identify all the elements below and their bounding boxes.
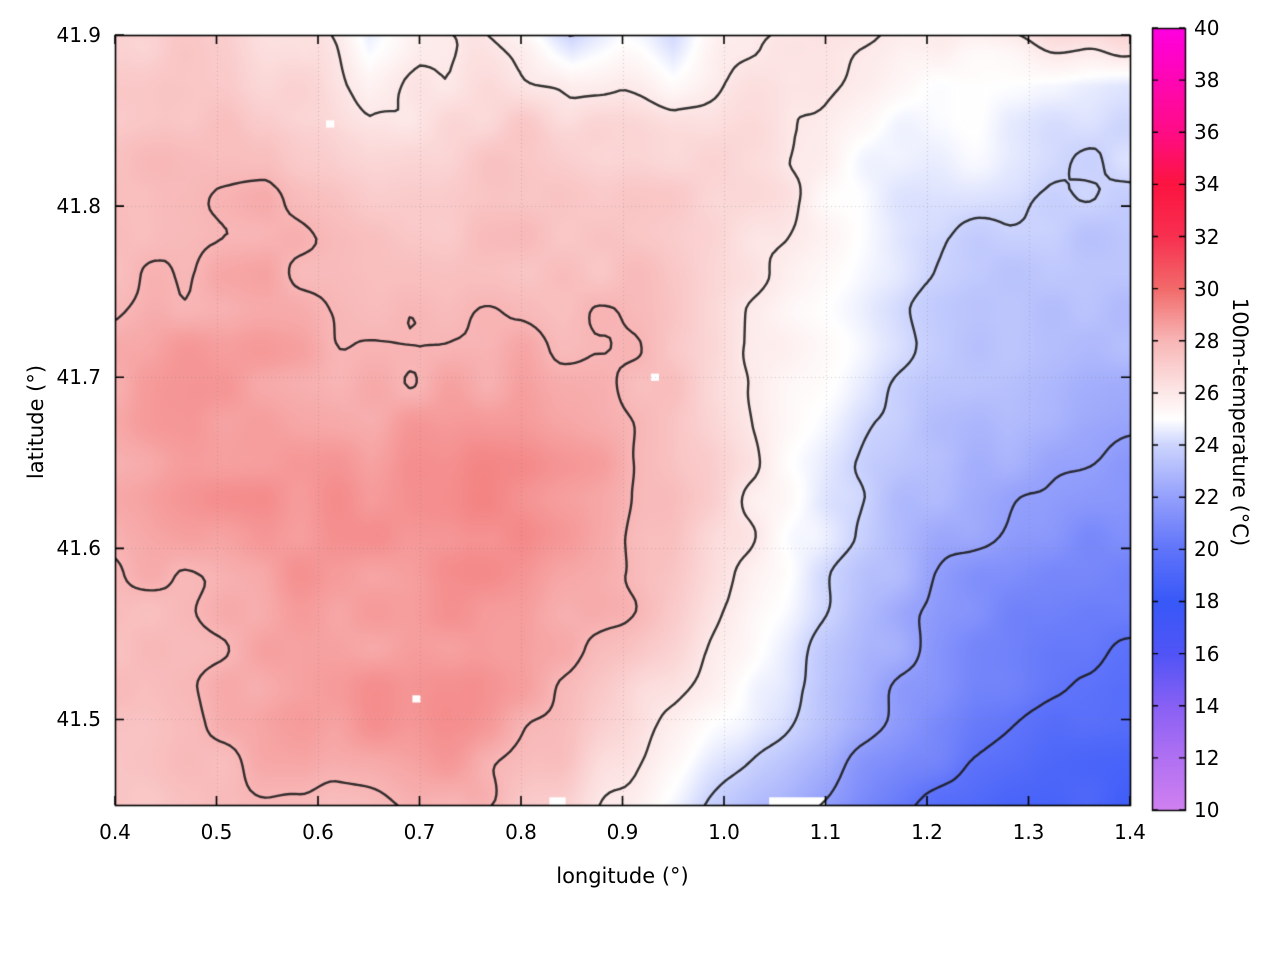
x-tick-label: 0.4 (99, 820, 131, 844)
colorbar-tick-label: 18 (1194, 589, 1220, 614)
colorbar-tick-label: 12 (1194, 745, 1220, 770)
x-tick-label: 1.2 (911, 820, 943, 844)
x-tick-label: 1.4 (1114, 820, 1146, 844)
colorbar-tick-label: 36 (1194, 120, 1220, 145)
colorbar-tick-label: 34 (1194, 172, 1220, 197)
colorbar-tick-label: 20 (1194, 537, 1220, 562)
colorbar-tick-label: 22 (1194, 485, 1220, 510)
x-tick-label: 1.0 (708, 820, 740, 844)
y-tick-label: 41.7 (56, 365, 101, 390)
colorbar-tick-label: 30 (1194, 276, 1220, 301)
colorbar-tick-label: 38 (1194, 68, 1220, 93)
colorbar-tick-label: 14 (1194, 693, 1220, 718)
x-tick-label: 1.1 (809, 820, 842, 844)
x-axis-label: longitude (°) (556, 864, 689, 888)
colorbar-tick-label: 26 (1194, 380, 1220, 405)
y-tick-label: 41.8 (56, 194, 101, 219)
y-axis-label: latitude (°) (24, 364, 48, 480)
x-tick-label: 1.3 (1012, 820, 1045, 844)
colorbar-tick-label: 40 (1194, 16, 1220, 40)
colorbar-label: 100m-temperature (°C) (1228, 297, 1252, 547)
colorbar-tick-label: 28 (1194, 328, 1220, 353)
colorbar-tick-label: 16 (1194, 641, 1220, 666)
x-tick-label: 0.5 (200, 820, 233, 844)
colorbar-tick-label: 10 (1194, 798, 1220, 822)
colorbar-tick-label: 24 (1194, 433, 1220, 458)
y-tick-label: 41.5 (56, 707, 101, 732)
y-tick-label: 41.6 (56, 536, 101, 561)
y-tick-label: 41.9 (56, 23, 101, 47)
x-tick-label: 0.6 (302, 820, 334, 844)
x-tick-label: 0.9 (606, 820, 639, 844)
x-tick-label: 0.8 (505, 820, 537, 844)
colorbar-tick-label: 32 (1194, 224, 1220, 249)
x-tick-label: 0.7 (403, 820, 436, 844)
